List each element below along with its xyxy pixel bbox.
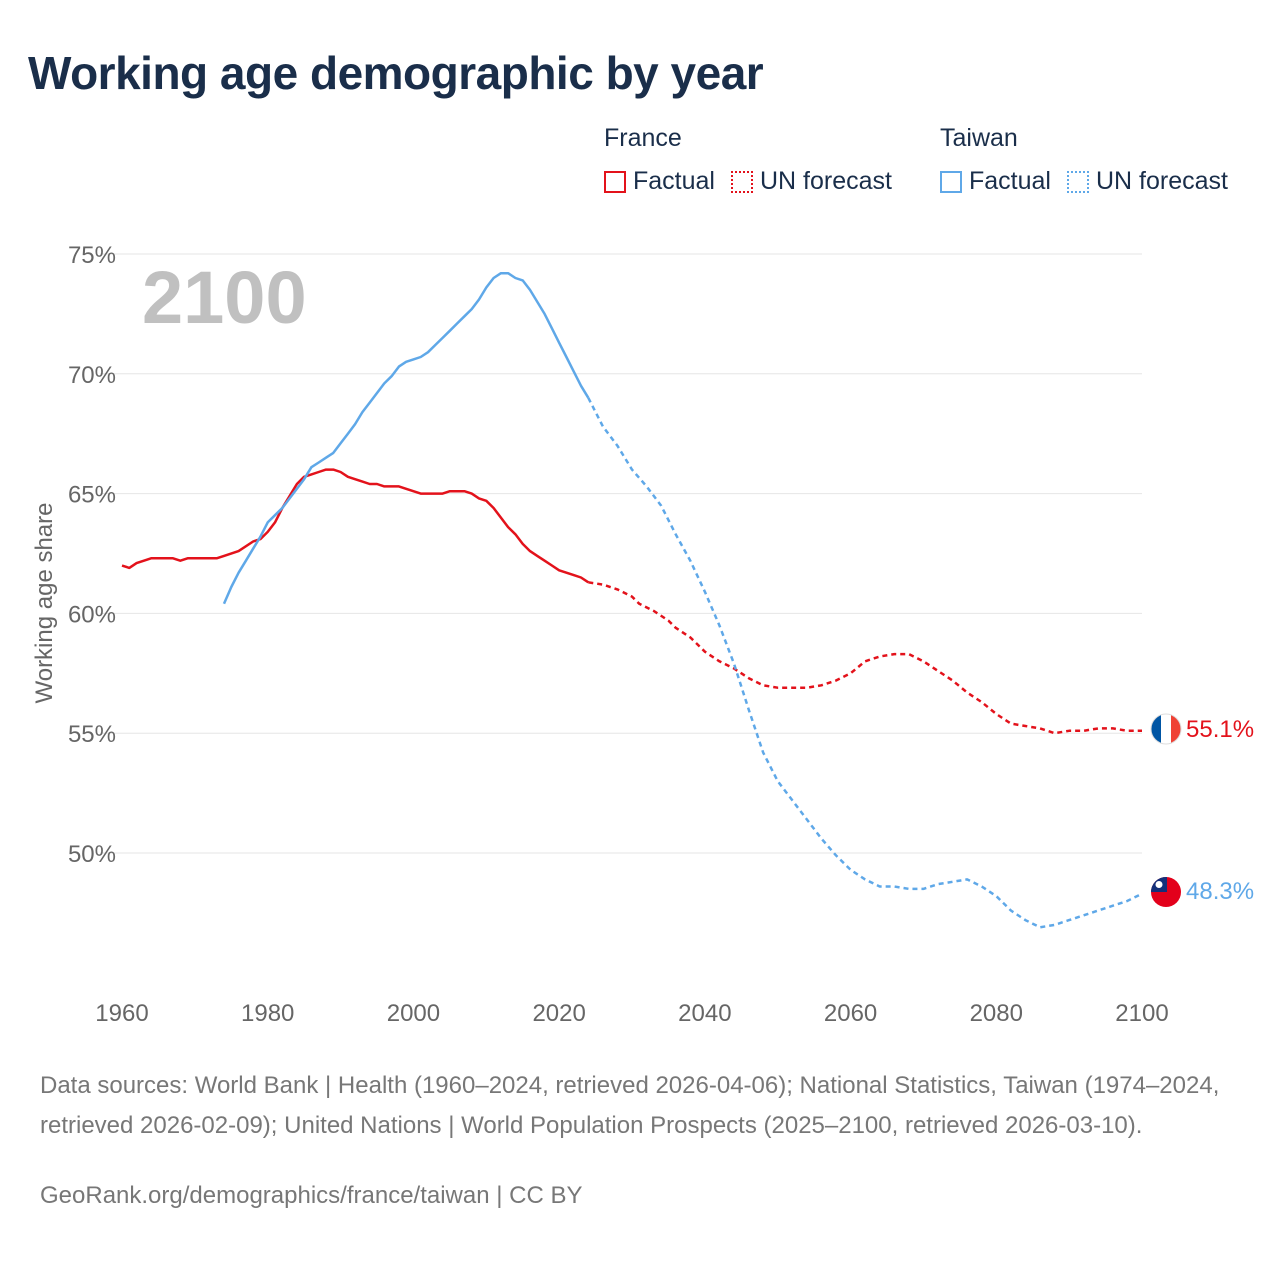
y-tick-label: 70% <box>68 362 116 389</box>
x-tick-label: 2060 <box>824 1000 877 1027</box>
legend-taiwan-title: Taiwan <box>940 124 1018 152</box>
legend-france: France Factual UN forecast <box>604 124 908 196</box>
page-title: Working age demographic by year <box>28 47 764 99</box>
legend-france-title: France <box>604 124 682 152</box>
x-tick-label: 2100 <box>1115 1000 1168 1027</box>
france-forecast-line <box>588 581 1142 735</box>
x-tick-label: 2020 <box>532 1000 585 1027</box>
legend-france-factual[interactable]: Factual <box>604 167 715 196</box>
legend-taiwan-factual-swatch <box>940 170 962 193</box>
line-chart: 50% 55% 60% 65% 70% 75% 1960 1980 2000 2020 2040 2… <box>31 242 1254 1027</box>
year-label: 2100 <box>142 256 307 339</box>
taiwan-flag-icon <box>1151 877 1181 907</box>
legend-france-factual-swatch <box>604 170 626 193</box>
credit-link[interactable]: GeoRank.org/demographics/france/taiwan |… <box>40 1182 583 1209</box>
x-tick-label: 2080 <box>970 1000 1023 1027</box>
taiwan-end-label: 48.3% <box>1186 878 1254 905</box>
legend-taiwan-factual-label: Factual <box>969 167 1051 195</box>
grid-lines <box>100 253 1142 854</box>
legend-france-factual-label: Factual <box>633 167 715 195</box>
legend-taiwan-forecast[interactable]: UN forecast <box>1066 167 1228 196</box>
x-tick-label: 2040 <box>678 1000 731 1027</box>
taiwan-factual-line <box>222 271 590 605</box>
legend-taiwan-forecast-swatch <box>1066 170 1089 193</box>
legend-france-forecast[interactable]: UN forecast <box>730 167 892 196</box>
x-axis-ticks: 1960 1980 2000 2020 2040 2060 2080 2100 <box>95 1000 1168 1027</box>
y-tick-label: 75% <box>68 242 116 269</box>
france-end-label: 55.1% <box>1186 716 1254 743</box>
y-tick-label: 55% <box>68 721 116 748</box>
y-tick-label: 65% <box>68 482 116 509</box>
y-tick-label: 60% <box>68 601 116 628</box>
legend-france-forecast-swatch <box>730 170 753 193</box>
legend-taiwan: Taiwan Factual UN forecast <box>940 124 1244 196</box>
x-tick-label: 1960 <box>95 1000 148 1027</box>
x-tick-label: 2000 <box>387 1000 440 1027</box>
legend-france-forecast-label: UN forecast <box>759 167 892 195</box>
y-axis-ticks: 50% 55% 60% 65% 70% 75% <box>68 242 116 868</box>
france-factual-line <box>121 468 589 584</box>
y-tick-label: 50% <box>68 841 116 868</box>
x-tick-label: 1980 <box>241 1000 294 1027</box>
y-axis-title: Working age share <box>31 503 58 704</box>
france-flag-icon <box>1150 713 1182 745</box>
taiwan-forecast-line <box>587 397 1143 929</box>
data-sources: Data sources: World Bank | Health (1960–… <box>40 1072 1220 1139</box>
legend-taiwan-forecast-label: UN forecast <box>1095 167 1228 195</box>
series-lines <box>121 271 1143 929</box>
legend-taiwan-factual[interactable]: Factual <box>940 167 1051 196</box>
